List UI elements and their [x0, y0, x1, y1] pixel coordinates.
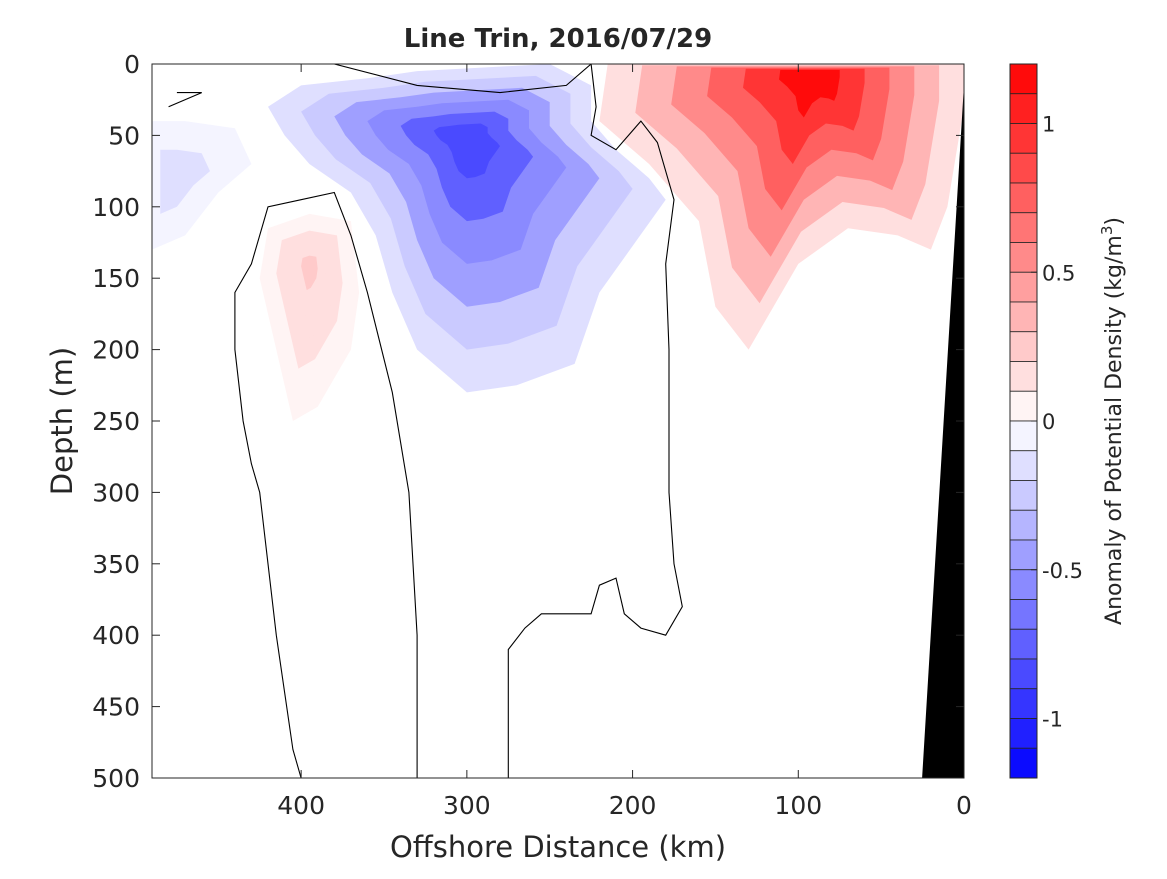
zero-contour-line — [168, 92, 202, 108]
anomaly-region-0 — [599, 64, 964, 350]
zero-contour-line — [507, 64, 683, 778]
colorbar-tick-label: 1 — [1042, 113, 1055, 137]
plot-area — [151, 63, 965, 779]
colorbar-level — [1009, 628, 1038, 660]
colorbar-level — [1009, 63, 1038, 95]
y-axis: 0 50 100 150 200 250 300 350 400 450 500 — [92, 50, 964, 793]
colorbar-level — [1009, 747, 1038, 779]
colorbar-level — [1009, 450, 1038, 481]
colorbar-level — [1009, 331, 1038, 362]
y-tick-label: 250 — [92, 407, 140, 436]
colorbar-label-superscript: 3 — [1098, 226, 1116, 236]
colorbar-level — [1009, 420, 1038, 452]
y-tick-label: 0 — [124, 50, 140, 79]
chart-title: Line Trin, 2016/07/29 — [404, 24, 712, 54]
y-tick-label: 350 — [92, 550, 140, 579]
zero-contour-line — [234, 191, 418, 778]
colorbar-level — [1009, 658, 1038, 690]
anomaly-level — [779, 70, 840, 118]
zero-contours — [168, 64, 683, 778]
anomaly-region-2 — [268, 64, 666, 393]
colorbar-level — [1009, 569, 1038, 600]
x-tick-label: 100 — [774, 791, 822, 820]
colorbar: 1 0.5 0 -0.5 -1 — [1009, 63, 1083, 779]
x-tick-label: 0 — [956, 791, 972, 820]
colorbar-level — [1009, 390, 1038, 422]
anomaly-level — [301, 255, 318, 291]
x-tick-label: 300 — [443, 791, 491, 820]
y-tick-label: 500 — [92, 764, 140, 793]
colorbar-label-close: ) — [1102, 217, 1127, 226]
colorbar-level — [1009, 212, 1038, 243]
colorbar-tick-label: 0.5 — [1042, 261, 1075, 285]
bathymetry-polygon — [922, 92, 964, 778]
colorbar-level — [1009, 182, 1038, 214]
y-tick-label: 300 — [92, 478, 140, 507]
anomaly-region-1 — [259, 213, 360, 421]
anomaly-region-3 — [152, 121, 252, 250]
anomaly-level — [433, 123, 500, 179]
colorbar-label: Anomaly of Potential Density (kg/m3) — [1098, 217, 1127, 625]
y-tick-label: 200 — [92, 336, 140, 365]
colorbar-level — [1009, 361, 1038, 392]
y-tick-label: 450 — [92, 693, 140, 722]
colorbar-tick-label: 0 — [1042, 410, 1055, 434]
colorbar-level — [1009, 301, 1038, 333]
x-axis-label: Offshore Distance (km) — [390, 830, 726, 864]
colorbar-level — [1009, 242, 1038, 273]
colorbar-level — [1009, 599, 1038, 630]
y-tick-label: 100 — [92, 193, 140, 222]
colorbar-level — [1009, 509, 1038, 541]
colorbar-level — [1009, 718, 1038, 749]
y-axis-label: Depth (m) — [45, 347, 79, 495]
anomaly-level — [165, 168, 183, 191]
colorbar-level — [1009, 271, 1038, 303]
y-tick-label: 400 — [92, 621, 140, 650]
colorbar-level — [1009, 93, 1038, 124]
x-tick-label: 400 — [277, 791, 325, 820]
colorbar-level — [1009, 123, 1038, 154]
y-tick-label: 50 — [108, 121, 140, 150]
colorbar-level — [1009, 480, 1038, 511]
x-tick-label: 200 — [609, 791, 657, 820]
colorbar-label-main: Anomaly of Potential Density (kg/m — [1102, 235, 1127, 625]
anomaly-regions — [152, 64, 964, 421]
colorbar-tick-label: -1 — [1042, 708, 1063, 732]
colorbar-level — [1009, 539, 1038, 571]
colorbar-level — [1009, 688, 1038, 719]
x-axis: 400 300 200 100 0 — [277, 64, 972, 820]
colorbar-level — [1009, 152, 1038, 184]
bathymetry-layer — [922, 92, 964, 778]
colorbar-tick-label: -0.5 — [1042, 559, 1083, 583]
y-tick-label: 150 — [92, 264, 140, 293]
zero-contour-line — [251, 64, 592, 94]
